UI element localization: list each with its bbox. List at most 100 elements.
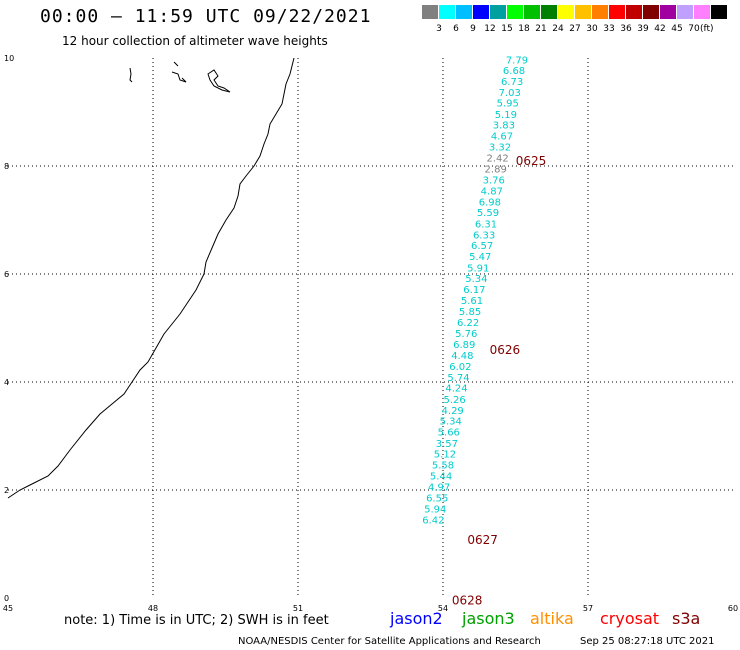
wave-height-value: 6.17 [463,285,485,296]
legend-label: 12 [484,24,496,34]
wave-height-value: 5.12 [434,450,456,461]
legend-swatch [541,5,557,19]
wave-height-value: 3.76 [483,175,505,186]
legend-swatch [694,5,710,19]
x-tick-label: 60 [728,604,738,613]
credit-text: NOAA/NESDIS Center for Satellite Applica… [238,636,541,647]
wave-height-value: 4.87 [481,187,503,198]
wave-height-value: 3.57 [436,439,458,450]
legend-label: 18 [518,24,530,34]
legend-label: 45 [671,24,683,34]
y-tick-label: 6 [4,270,9,279]
y-tick-label: 10 [4,54,14,63]
page-subtitle: 12 hour collection of altimeter wave hei… [62,34,328,48]
legend-swatch [473,5,489,19]
satellite-s3a: s3a [672,609,701,628]
wave-height-value: 5.59 [477,208,499,219]
legend-swatch [490,5,506,19]
wave-height-value: 6.89 [453,340,475,351]
timestamp: Sep 25 08:27:18 UTC 2021 [580,636,715,647]
wave-height-value: 6.22 [457,318,479,329]
satellite-altika: altika [530,609,574,628]
wave-height-value: 5.74 [447,373,469,384]
page-title: 00:00 – 11:59 UTC 09/22/2021 [40,6,372,27]
wave-height-value: 6.98 [479,197,501,208]
wave-height-value: 4.24 [445,384,467,395]
wave-height-value: 4.67 [491,132,513,143]
legend-swatch [422,5,438,19]
wave-height-value: 5.44 [430,472,452,483]
wave-height-value: 5.61 [461,296,483,307]
time-label: 0627 [467,533,498,547]
time-label: 0628 [452,593,483,607]
satellite-cryosat: cryosat [600,609,660,628]
wave-height-value: 7.03 [499,88,521,99]
footer-note: note: 1) Time is in UTC; 2) SWH is in fe… [64,613,329,628]
legend-label: 42 [654,24,666,34]
wave-height-value: 4.97 [428,483,450,494]
wave-height-value: 4.29 [442,406,464,417]
legend-label: 24 [552,24,564,34]
wave-height-value: 6.33 [473,230,495,241]
wave-height-value: 6.73 [501,77,523,88]
legend-label: 70 [688,24,700,34]
x-tick-label: 54 [438,604,448,613]
island-1 [129,67,133,83]
x-tick-label: 57 [583,604,593,613]
legend-label: 39 [637,24,649,34]
wave-height-value: 6.02 [449,362,471,373]
x-tick-label: 45 [3,604,13,613]
wave-height-value: 5.85 [459,307,481,318]
legend-label: 30 [586,24,598,34]
wave-height-value: 5.34 [440,417,462,428]
wave-height-value: 5.95 [497,99,519,110]
legend-label: 6 [453,24,459,34]
legend-swatch [575,5,591,19]
wave-height-value: 6.68 [503,66,525,77]
wave-height-value: 5.94 [424,505,446,516]
time-labels: 0625 0626 0627 0628 [452,154,546,608]
wave-height-value: 6.31 [475,220,497,231]
satellite-jason3: jason3 [462,609,515,628]
legend-label: 27 [569,24,581,34]
legend-label: 33 [603,24,615,34]
legend-label: 36 [620,24,632,34]
x-tick-label: 48 [148,604,158,613]
legend-swatch [439,5,455,19]
legend-swatch [711,5,727,19]
wave-height-value: 2.89 [485,164,507,175]
y-tick-label: 2 [4,486,9,495]
wave-height-value: 5.58 [432,460,454,471]
wave-height-value: 5.66 [438,427,460,438]
map-grid: 45 48 51 54 57 60 0 2 4 6 8 10 [3,54,738,613]
wave-height-value: 5.19 [495,110,517,121]
wave-height-value: 2.42 [486,154,508,165]
wave-height-value: 6.57 [471,241,493,252]
wave-height-value: 6.42 [422,515,444,526]
legend-swatch [677,5,693,19]
x-tick-label: 51 [293,604,303,613]
legend-swatch [609,5,625,19]
satellite-jason2: jason2 [390,609,443,628]
wave-height-value: 5.34 [465,274,487,285]
island-2 [171,61,187,83]
legend-label: 3 [436,24,442,34]
time-label: 0625 [516,154,547,168]
legend-swatch [643,5,659,19]
wave-height-value: 5.76 [455,329,477,340]
legend-swatch [524,5,540,19]
wave-height-value: 6.55 [426,493,448,504]
y-tick-label: 4 [4,378,9,387]
wave-height-value: 5.26 [443,395,465,406]
y-tick-label: 0 [4,594,9,603]
legend-swatch [660,5,676,19]
island-3 [207,69,231,93]
wave-height-value: 3.32 [489,142,511,153]
time-label: 0626 [490,343,521,357]
wave-height-value: 3.83 [493,121,515,132]
y-tick-label: 8 [4,162,9,171]
coastline-path [7,57,295,499]
legend-swatch [507,5,523,19]
legend-swatch [456,5,472,19]
